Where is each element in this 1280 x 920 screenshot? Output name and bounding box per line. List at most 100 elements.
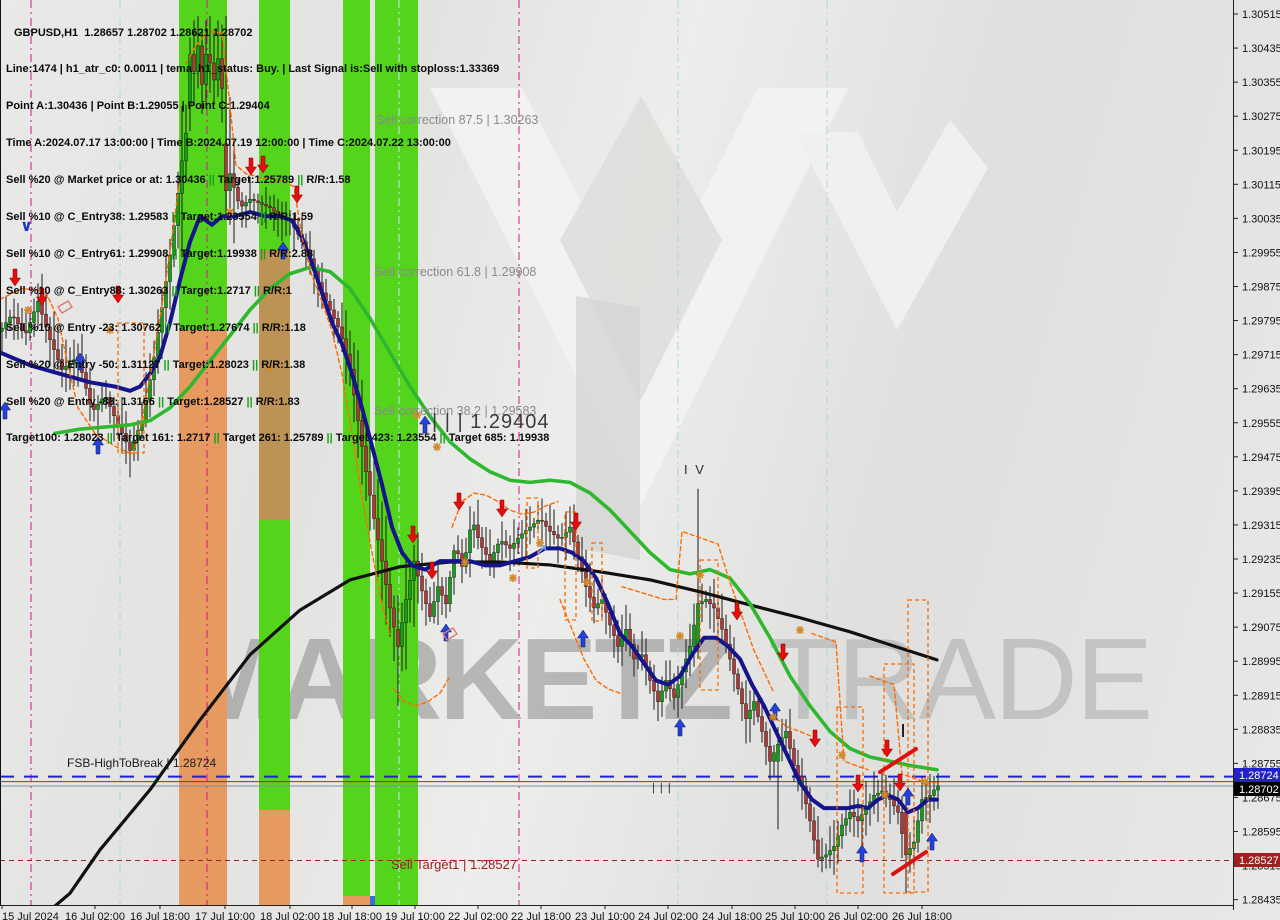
candle-down[interactable] [720,618,724,630]
candle-up[interactable] [928,795,932,798]
candle-up[interactable] [104,397,108,400]
candle-up[interactable] [404,599,408,624]
candle-down[interactable] [708,599,712,604]
candle-down[interactable] [444,594,448,604]
candle-down[interactable] [376,518,380,541]
candle-up[interactable] [700,601,704,604]
candle-down[interactable] [392,607,396,628]
star-marker-icon[interactable] [266,364,274,372]
candle-up[interactable] [776,743,780,762]
candle-down[interactable] [540,520,544,522]
candle-up[interactable] [136,430,140,441]
buy-arrow-icon[interactable] [856,844,868,863]
candle-down[interactable] [428,603,432,617]
candle-up[interactable] [492,552,496,562]
candle-down[interactable] [852,812,856,817]
buy-arrow-icon[interactable] [92,436,104,455]
candle-down[interactable] [904,812,908,856]
candle-down[interactable] [340,326,344,340]
candle-up[interactable] [148,379,152,401]
candle-up[interactable] [568,526,572,533]
candle-down[interactable] [420,575,424,592]
candle-down[interactable] [332,309,336,319]
candle-up[interactable] [908,848,912,856]
candle-up[interactable] [564,531,568,538]
candle-down[interactable] [808,803,812,822]
candle-down[interactable] [224,143,228,191]
candle-down[interactable] [656,690,660,702]
candle-up[interactable] [496,543,500,553]
buy-arrow-icon[interactable] [0,401,11,420]
sell-arrow-icon[interactable] [36,287,48,306]
candle-down[interactable] [544,520,548,527]
candle-down[interactable] [212,62,216,81]
candle-down[interactable] [856,816,860,822]
candle-up[interactable] [36,301,40,313]
candle-up[interactable] [244,202,248,207]
candle-up[interactable] [704,599,708,602]
candle-down[interactable] [360,420,364,447]
candle-up[interactable] [184,132,188,162]
star-marker-icon[interactable] [226,208,234,216]
buy-arrow-icon[interactable] [902,787,914,806]
candle-up[interactable] [512,542,516,549]
candle-up[interactable] [448,576,452,604]
candle-up[interactable] [516,537,520,544]
candle-up[interactable] [468,529,472,553]
candle-up[interactable] [824,854,828,858]
buy-arrow-icon[interactable] [74,352,86,371]
sell-arrow-icon[interactable] [496,499,508,518]
candle-up[interactable] [408,580,412,600]
candle-up[interactable] [248,198,252,203]
candle-down[interactable] [364,445,368,472]
candle-down[interactable] [220,58,224,89]
candle-up[interactable] [28,322,32,334]
candle-up[interactable] [844,818,848,826]
candle-down[interactable] [484,547,488,555]
candle-down[interactable] [52,339,56,350]
candle-up[interactable] [520,533,524,539]
star-marker-icon[interactable] [796,626,804,634]
candle-up[interactable] [532,523,536,528]
candle-down[interactable] [88,388,92,405]
star-marker-icon[interactable] [509,574,517,582]
candle-down[interactable] [240,200,244,207]
candle-up[interactable] [400,622,404,647]
candle-down[interactable] [812,820,816,841]
candle-down[interactable] [56,349,60,360]
candle-down[interactable] [456,550,460,554]
candle-down[interactable] [756,701,760,717]
candle-up[interactable] [676,684,680,698]
candle-down[interactable] [384,560,388,585]
trend-segments-layer[interactable] [878,747,928,876]
candle-up[interactable] [412,560,416,581]
candle-up[interactable] [100,398,104,405]
sell-arrow-icon[interactable] [809,729,821,748]
star-marker-icon[interactable] [24,306,32,314]
candle-down[interactable] [736,673,740,690]
candle-down[interactable] [396,629,400,647]
star-marker-icon[interactable] [583,578,591,586]
candle-down[interactable] [128,441,132,451]
candle-up[interactable] [876,792,880,796]
candle-down[interactable] [380,539,384,562]
buy-arrow-icon[interactable] [419,415,431,434]
star-marker-icon[interactable] [696,571,704,579]
candle-up[interactable] [68,362,72,367]
candle-up[interactable] [188,54,192,106]
buy-arrow-icon[interactable] [769,702,781,721]
candle-up[interactable] [692,624,696,647]
candle-up[interactable] [32,311,36,323]
candle-down[interactable] [256,200,260,203]
candle-down[interactable] [672,688,676,698]
candle-down[interactable] [892,799,896,807]
candle-down[interactable] [616,635,620,647]
buy-arrow-icon[interactable] [674,718,686,737]
sell-arrow-icon[interactable] [453,492,465,511]
candle-down[interactable] [328,301,332,311]
candle-up[interactable] [452,550,456,578]
candle-down[interactable] [264,204,268,207]
candle-down[interactable] [732,658,736,675]
trendline-segment[interactable] [878,747,918,774]
star-marker-icon[interactable] [433,443,441,451]
